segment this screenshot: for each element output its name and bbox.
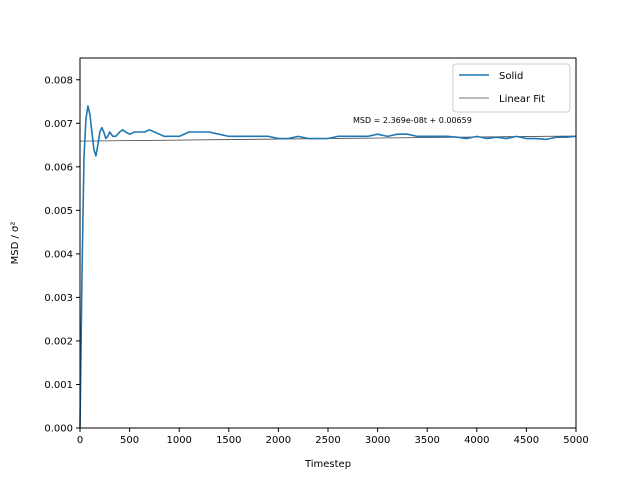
- x-tick-label: 4500: [514, 435, 539, 446]
- y-tick-label: 0.005: [44, 206, 73, 217]
- series-line-solid: [79, 105, 577, 429]
- x-axis-label: Timestep: [304, 459, 351, 470]
- x-axis: 0 500 1000 1500 2000 2500 3000 3500 4000 4500 5000: [77, 428, 589, 446]
- y-tick-label: 0.006: [44, 162, 73, 173]
- x-tick-label: 500: [120, 435, 139, 446]
- x-tick-label: 4000: [464, 435, 489, 446]
- x-tick-label: 1000: [166, 435, 191, 446]
- x-tick-label: 2000: [266, 435, 291, 446]
- x-tick-label: 5000: [563, 435, 588, 446]
- x-tick-label: 3000: [365, 435, 390, 446]
- plot-area: [79, 105, 577, 429]
- legend: Solid Linear Fit: [452, 63, 571, 113]
- x-tick-label: 3500: [414, 435, 439, 446]
- y-tick-label: 0.001: [44, 380, 73, 391]
- y-axis: 0.000 0.001 0.002 0.003 0.004 0.005 0.006 0.007…: [44, 75, 80, 435]
- legend-box: [452, 63, 571, 113]
- y-tick-label: 0.008: [44, 75, 73, 86]
- plot-frame: [79, 57, 577, 429]
- y-tick-label: 0.000: [44, 424, 73, 435]
- fit-equation-annotation: MSD = 2.369e-08t + 0.00659: [353, 116, 472, 125]
- legend-label-solid: Solid: [499, 71, 523, 82]
- x-tick-label: 0: [77, 435, 83, 446]
- x-tick-label: 1500: [216, 435, 241, 446]
- y-tick-label: 0.002: [44, 336, 73, 347]
- y-tick-label: 0.004: [44, 249, 73, 260]
- y-tick-label: 0.003: [44, 293, 73, 304]
- y-tick-label: 0.007: [44, 119, 73, 130]
- x-tick-label: 2500: [315, 435, 340, 446]
- legend-label-linear-fit: Linear Fit: [499, 94, 545, 105]
- y-axis-label: MSD / σ²: [10, 222, 21, 265]
